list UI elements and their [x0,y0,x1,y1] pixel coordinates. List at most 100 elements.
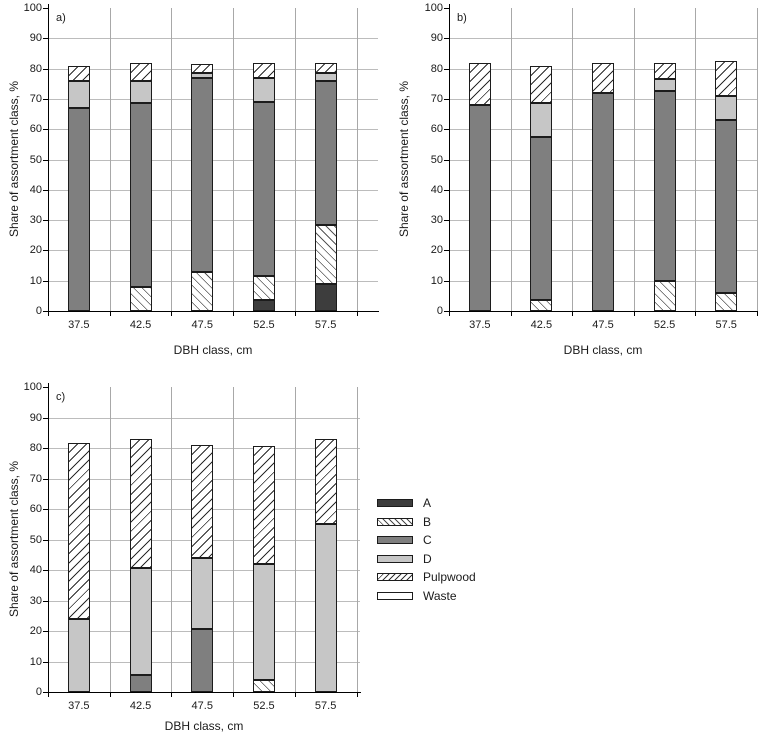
y-tick-label: 50 [29,533,42,546]
bar-segment-a-57.5-pulpwood [314,62,337,74]
bar-segment-b-52.5-pulpwood [653,62,676,80]
bar-segment-a-47.5-d [191,73,214,78]
x-tick-label: 37.5 [68,700,90,712]
y-tick-label: 80 [29,62,42,75]
legend-label-waste: Waste [423,588,457,603]
x-axis-title-b: DBH class, cm [563,343,643,357]
x-axis-tick [48,693,49,697]
x-tick-label: 57.5 [715,319,737,331]
x-tick-label: 57.5 [314,700,337,712]
bar-segment-a-57.5-c [314,80,337,225]
bar-segment-a-47.5-c [191,77,214,272]
x-tick-label: 52.5 [253,319,275,331]
x-tick-label: 42.5 [530,319,553,331]
x-axis-title-a: DBH class, cm [173,343,253,357]
bar-segment-a-42.5-c [129,103,152,287]
y-tick-label: 0 [35,686,42,698]
legend-swatch-b [377,517,413,526]
bar-segment-b-37.5-pulpwood [468,62,491,105]
legend-item-b: B [377,516,431,528]
x-axis-tick [171,312,173,316]
x-axis-tick [449,312,450,316]
bar-segment-c-47.5-pulpwood [191,444,214,558]
x-axis-tick [356,693,358,697]
bar-segment-a-37.5-pulpwood [67,65,90,81]
y-tick-label: 90 [430,32,443,45]
bar-segment-b-42.5-pulpwood [530,65,553,104]
legend-label-d: D [423,551,432,566]
y-tick-label: 50 [430,153,443,166]
y-axis-tick [444,189,449,191]
y-axis-tick [43,692,48,693]
bar-segment-a-52.5-c [252,101,275,277]
legend-swatch-waste [377,591,413,600]
gridline-vertical [294,8,296,311]
bar-segment-a-42.5-d [129,80,152,104]
x-axis-tick [510,312,512,316]
bar-segment-b-42.5-b [530,300,553,311]
y-tick-label: 80 [430,62,443,75]
legend-label-a: A [423,496,432,510]
x-axis-tick [109,312,111,316]
y-axis-tick [444,8,449,9]
y-tick-label: 60 [29,503,42,515]
y-tick-label: 100 [424,2,443,14]
bar-segment-a-47.5-pulpwood [191,64,214,74]
y-tick-label: 10 [29,655,42,668]
y-tick-label: 30 [430,214,443,227]
gridline-vertical [695,8,697,311]
y-tick-label: 90 [29,411,42,424]
bar-segment-c-42.5-pulpwood [129,438,152,569]
bar-segment-b-57.5-d [715,95,738,121]
x-axis-line [449,311,758,312]
y-axis-tick [43,220,48,222]
x-tick-label: 37.5 [68,319,90,331]
y-axis-tick [444,250,449,252]
x-tick-label: 42.5 [129,319,152,331]
bar-segment-b-57.5-pulpwood [715,61,738,96]
y-axis-tick [444,68,449,70]
y-axis-tick [43,600,48,602]
y-tick-label: 0 [436,305,443,317]
bar-segment-c-42.5-c [129,675,152,692]
y-axis-tick [43,68,48,70]
y-axis-tick [444,280,449,282]
gridline-vertical [356,387,358,692]
panel-label-c: c) [56,391,66,403]
x-tick-label: 52.5 [653,319,676,331]
gridline-vertical [171,387,173,692]
gridline-vertical [510,8,512,311]
legend-item-d: D [377,553,432,565]
legend-item-pulpwood: Pulpwood [377,571,476,583]
bar-segment-b-52.5-c [653,91,676,281]
y-axis-tick [43,570,48,571]
y-tick-label: 60 [430,123,443,136]
gridline-horizontal [48,38,378,40]
bar-segment-c-57.5-d [314,524,337,692]
bar-segment-c-47.5-c [191,629,214,692]
bar-segment-b-42.5-d [530,103,553,137]
bar-segment-a-52.5-b [252,276,275,301]
bar-segment-a-57.5-a [314,283,337,311]
x-axis-tick [171,693,173,697]
bar-segment-a-57.5-d [314,73,337,81]
gridline-horizontal [48,417,360,419]
y-axis-tick [444,311,449,312]
bar-segment-a-42.5-pulpwood [129,62,152,81]
y-tick-label: 40 [29,183,42,196]
y-tick-label: 30 [29,594,42,607]
y-axis-tick [43,250,48,252]
x-axis-tick [695,312,697,316]
y-axis-tick [43,159,48,161]
x-axis-tick [233,312,235,316]
gridline-vertical [233,387,235,692]
gridline-vertical [109,387,111,692]
y-tick-label: 70 [430,92,443,105]
bar-segment-c-52.5-d [252,563,275,680]
bar-segment-a-52.5-a [252,300,275,311]
y-tick-label: 90 [29,32,42,45]
gridline-vertical [757,8,758,311]
legend-swatch-a [377,499,413,507]
y-axis-tick [444,98,449,100]
legend-label-c: C [423,533,432,547]
